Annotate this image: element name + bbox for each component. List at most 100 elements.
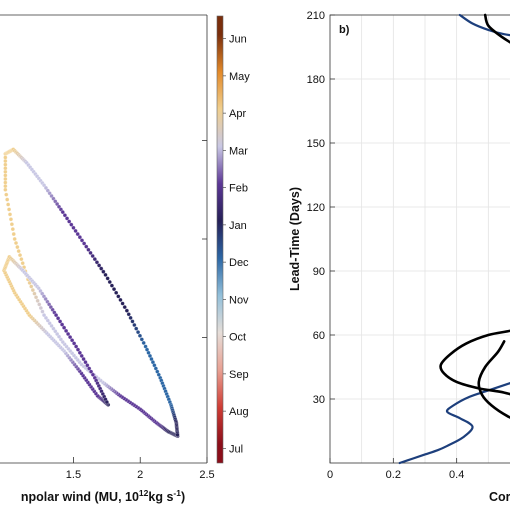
phase-point bbox=[96, 263, 102, 268]
phase-point bbox=[79, 353, 84, 359]
phase-point bbox=[35, 298, 40, 303]
phase-point bbox=[40, 309, 45, 314]
phase-point bbox=[69, 222, 74, 227]
correlation-series-line bbox=[477, 340, 510, 419]
right-y-tick-label: 210 bbox=[307, 10, 325, 22]
phase-point bbox=[32, 291, 37, 296]
colorbar-month-label: Apr bbox=[229, 108, 246, 120]
phase-point bbox=[116, 294, 121, 299]
phase-point bbox=[88, 369, 94, 374]
phase-point bbox=[73, 228, 78, 234]
correlation-series-line bbox=[439, 329, 510, 396]
left-x-tick-label: 2 bbox=[137, 469, 143, 481]
colorbar-frame bbox=[216, 15, 224, 464]
phase-point bbox=[29, 284, 34, 289]
phase-point bbox=[53, 313, 59, 318]
colorbar-month-label: May bbox=[229, 71, 250, 83]
left-panel-phase-plot: 1.5 2 2.5 npolar wind (MU, 1012kg s-1) bbox=[0, 14, 215, 504]
phase-point bbox=[3, 173, 8, 178]
phase-point bbox=[77, 235, 82, 240]
phase-point bbox=[6, 202, 11, 207]
phase-point bbox=[75, 347, 81, 352]
left-x-tick-label: 2.5 bbox=[199, 469, 214, 481]
phase-point bbox=[7, 212, 13, 217]
left-x-tick-label: 1.5 bbox=[66, 469, 81, 481]
phase-point bbox=[41, 313, 47, 318]
right-y-tick-label: 120 bbox=[307, 202, 325, 214]
phase-point bbox=[3, 184, 8, 189]
correlation-series-line bbox=[458, 13, 510, 37]
phase-point bbox=[11, 231, 16, 237]
phase-point bbox=[12, 236, 17, 242]
phase-point bbox=[33, 295, 39, 300]
phase-point bbox=[109, 283, 115, 288]
phase-point bbox=[67, 219, 72, 224]
phase-point bbox=[90, 372, 96, 377]
left-x-axis-label: npolar wind (MU, 1012kg s-1) bbox=[21, 488, 185, 504]
right-y-tick-label: 90 bbox=[313, 266, 325, 278]
phase-point bbox=[60, 210, 65, 215]
month-colorbar: Jun May Apr Mar Feb Jan Dec Nov Oct Sep Aug Jul bbox=[216, 15, 250, 464]
phase-point bbox=[85, 363, 90, 368]
phase-point bbox=[16, 248, 21, 254]
phase-point bbox=[175, 432, 180, 437]
phase-point bbox=[141, 340, 146, 346]
colorbar-month-label: Dec bbox=[229, 257, 249, 269]
colorbar-month-label: Feb bbox=[229, 183, 248, 195]
phase-point bbox=[71, 225, 76, 230]
phase-point bbox=[3, 166, 8, 171]
phase-point bbox=[62, 325, 67, 330]
phase-point bbox=[38, 305, 43, 311]
right-panel-tag: b) bbox=[339, 24, 350, 36]
phase-point bbox=[74, 344, 79, 349]
phase-point bbox=[75, 231, 80, 237]
phase-point bbox=[9, 222, 14, 227]
colorbar-month-label: Jan bbox=[229, 220, 247, 232]
phase-point bbox=[99, 266, 104, 271]
phase-point bbox=[13, 240, 19, 246]
phase-point bbox=[92, 257, 97, 262]
phase-point bbox=[19, 257, 24, 262]
phase-point bbox=[17, 253, 23, 258]
phase-point bbox=[3, 158, 8, 164]
right-y-tick-label: 180 bbox=[307, 74, 325, 86]
phase-point bbox=[3, 187, 8, 192]
phase-point bbox=[5, 197, 10, 202]
phase-point bbox=[135, 330, 141, 335]
phase-point bbox=[118, 297, 123, 303]
phase-point bbox=[87, 366, 92, 371]
phase-point bbox=[15, 244, 20, 250]
phase-point bbox=[122, 304, 127, 310]
phase-point bbox=[114, 290, 119, 295]
phase-point bbox=[134, 326, 139, 331]
phase-point bbox=[90, 253, 95, 259]
phase-point bbox=[137, 333, 143, 338]
phase-point bbox=[107, 279, 112, 285]
phase-point bbox=[20, 261, 25, 266]
phase-point bbox=[126, 312, 131, 317]
colorbar-month-label: Aug bbox=[229, 406, 249, 418]
colorbar-month-label: Jul bbox=[229, 443, 243, 455]
phase-point bbox=[139, 337, 144, 342]
colorbar-month-label: Oct bbox=[229, 332, 246, 344]
right-y-tick-label: 60 bbox=[313, 330, 325, 342]
phase-point bbox=[64, 328, 69, 333]
phase-point bbox=[55, 316, 61, 321]
colorbar-month-label: Nov bbox=[229, 294, 249, 306]
phase-point bbox=[128, 315, 133, 320]
right-plot-frame bbox=[329, 14, 510, 464]
phase-point bbox=[3, 180, 8, 185]
phase-point bbox=[83, 360, 88, 365]
right-y-tick-label: 30 bbox=[313, 394, 325, 406]
phase-point bbox=[30, 287, 35, 293]
phase-point bbox=[70, 338, 75, 343]
phase-point bbox=[72, 341, 77, 346]
colorbar-gradient bbox=[217, 16, 223, 463]
phase-point bbox=[3, 155, 8, 160]
phase-point bbox=[120, 301, 125, 306]
phase-point bbox=[111, 287, 117, 292]
right-panel-correlation-plot: 30 60 90 120 150 180 210 0 0.2 0.4 b) Lead-Time (… bbox=[288, 10, 510, 504]
right-y-tick-label: 150 bbox=[307, 138, 325, 150]
phase-point bbox=[57, 319, 63, 324]
correlation-series-line bbox=[483, 13, 510, 44]
